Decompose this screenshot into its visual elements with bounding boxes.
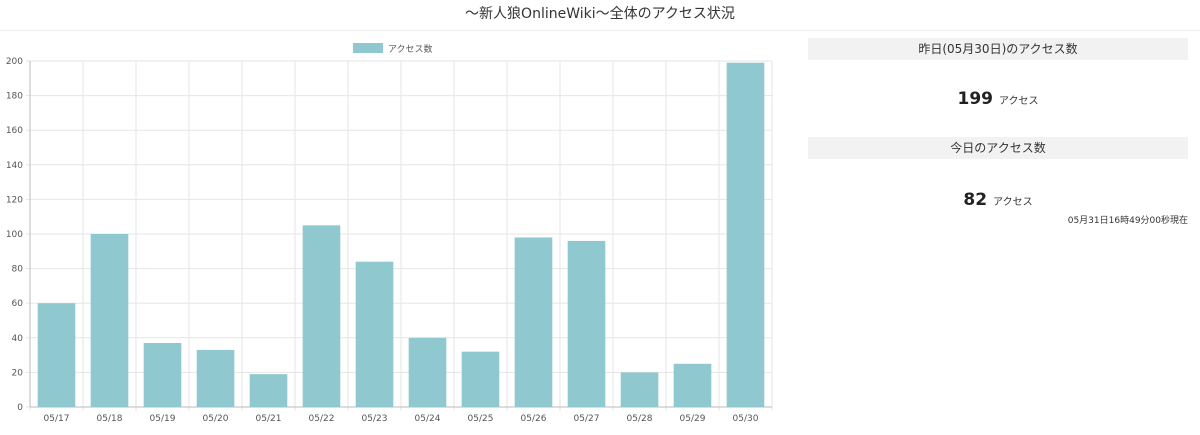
x-tick-label: 05/22 (309, 414, 335, 424)
x-tick-label: 05/26 (521, 414, 547, 424)
x-tick-label: 05/18 (97, 414, 123, 424)
bar (461, 351, 500, 407)
page-title: 〜新人狼OnlineWiki〜全体のアクセス状況 (465, 6, 735, 22)
x-tick-label: 05/28 (627, 414, 653, 424)
x-tick-label: 05/30 (733, 414, 759, 424)
bar (37, 303, 76, 407)
x-tick-label: 05/21 (256, 414, 282, 424)
bar (620, 372, 659, 407)
y-tick-label: 120 (6, 195, 23, 205)
x-tick-label: 05/23 (362, 414, 388, 424)
bar (90, 234, 129, 407)
y-tick-label: 60 (12, 299, 24, 309)
bar (143, 342, 182, 407)
yesterday-count-line: 199 アクセス (808, 82, 1188, 116)
y-tick-label: 20 (12, 368, 24, 378)
x-tick-label: 05/24 (415, 414, 441, 424)
bar (567, 240, 606, 407)
y-tick-label: 140 (6, 161, 23, 171)
x-tick-label: 05/20 (203, 414, 229, 424)
access-bar-chart: 0 20 40 60 80 100 120 140 160 180 200 05/17 05/18 05/… (6, 43, 773, 424)
yesterday-count: 199 (957, 89, 994, 109)
bar (673, 363, 712, 407)
bar (514, 237, 553, 407)
y-tick-label: 180 (6, 92, 23, 102)
y-tick-label: 100 (6, 230, 23, 240)
legend-label: アクセス数 (388, 43, 433, 55)
yesterday-header: 昨日(05月30日)のアクセス数 (808, 38, 1188, 60)
bar (249, 374, 288, 407)
y-tick-label: 80 (12, 265, 24, 275)
today-count: 82 (963, 190, 988, 210)
as-of-timestamp: 05月31日16時49分00秒現在 (1067, 216, 1188, 226)
bar (302, 225, 341, 407)
x-tick-label: 05/19 (150, 414, 176, 424)
yesterday-panel: 昨日(05月30日)のアクセス数 199 アクセス (808, 38, 1188, 116)
bar (726, 62, 765, 407)
today-unit: アクセス (993, 197, 1033, 208)
today-count-line: 82 アクセス (808, 183, 1188, 217)
bar (408, 337, 447, 407)
x-tick-label: 05/29 (680, 414, 706, 424)
y-tick-label: 160 (6, 126, 23, 136)
legend-swatch (353, 43, 383, 53)
y-tick-label: 200 (6, 57, 23, 67)
x-tick-label: 05/25 (468, 414, 494, 424)
today-header: 今日のアクセス数 (808, 137, 1188, 159)
yesterday-unit: アクセス (999, 96, 1039, 107)
y-tick-label: 40 (12, 334, 24, 344)
title-divider (0, 30, 1200, 31)
x-tick-label: 05/17 (44, 414, 70, 424)
bar (196, 349, 235, 407)
bar (355, 261, 394, 407)
y-tick-label: 0 (17, 403, 23, 413)
x-tick-label: 05/27 (574, 414, 600, 424)
today-panel: 今日のアクセス数 82 アクセス (808, 137, 1188, 217)
